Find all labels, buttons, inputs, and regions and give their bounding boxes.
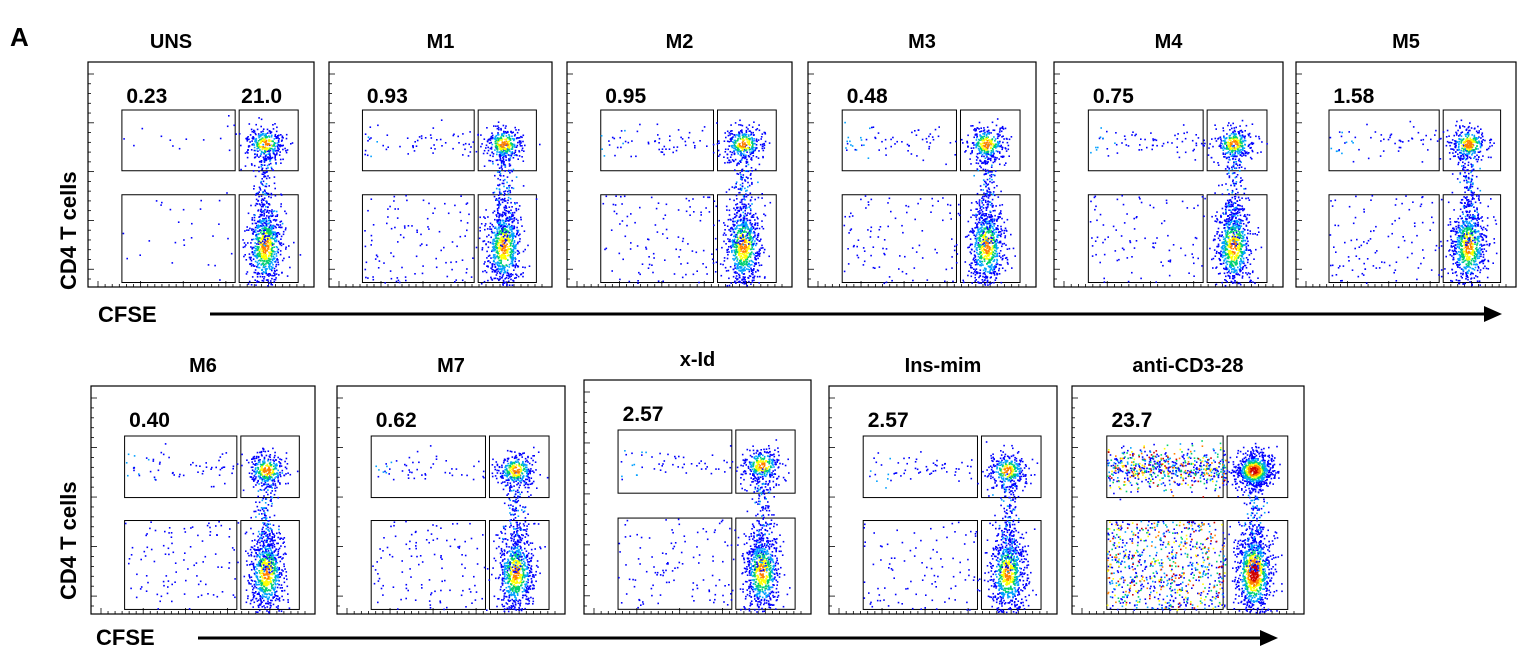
- event-dots: [1329, 119, 1498, 287]
- plot-title: M2: [666, 31, 694, 53]
- plot-7: M6 0.40: [90, 355, 316, 615]
- gate-lower-left: [361, 194, 475, 283]
- gate-value-left: 23.7: [1111, 409, 1152, 432]
- gate-upper-left: [121, 109, 236, 172]
- plot-3: M2 0.95: [566, 31, 793, 288]
- gate-value-left: 2.57: [623, 403, 664, 426]
- gate-lower-right: [1206, 194, 1268, 283]
- plot-title: anti-CD3-28: [1132, 355, 1243, 377]
- gate-value-left: 0.62: [376, 409, 417, 432]
- gate-upper-right: [959, 109, 1021, 172]
- gate-upper-right: [488, 435, 550, 499]
- gate-upper-right: [1206, 109, 1268, 172]
- gate-lower-right: [240, 520, 300, 610]
- plot-2: M1 0.93: [328, 31, 553, 288]
- plot-title: x-Id: [680, 349, 716, 371]
- gate-upper-left: [862, 435, 978, 499]
- gate-lower-left: [1087, 194, 1204, 283]
- gate-value-left: 0.40: [129, 409, 170, 432]
- gate-upper-right: [735, 429, 796, 494]
- plot-1: UNS 0.23 21.0: [87, 31, 315, 288]
- gate-lower-left: [1328, 194, 1440, 283]
- event-dots: [600, 119, 772, 287]
- gate-upper-left: [361, 109, 475, 172]
- x-axis-label-row2: CFSE: [96, 625, 155, 650]
- plot-6: M5 1.58: [1295, 31, 1517, 288]
- gate-upper-right: [477, 109, 537, 172]
- gate-upper-left: [841, 109, 957, 172]
- gate-value-left: 0.93: [367, 85, 408, 108]
- gate-lower-right: [717, 194, 777, 283]
- plot-title: M7: [437, 355, 465, 377]
- cfse-arrow-row1: [210, 306, 1502, 322]
- gate-lower-left: [617, 517, 733, 610]
- gate-lower-left: [370, 520, 486, 610]
- plot-title: UNS: [150, 31, 192, 53]
- plot-10: Ins-mim 2.57: [828, 355, 1058, 615]
- plot-9: x-Id 2.57: [583, 349, 812, 615]
- gate-lower-left: [600, 194, 714, 283]
- gate-lower-right: [477, 194, 537, 283]
- gate-upper-right: [238, 109, 299, 172]
- gate-upper-left: [1087, 109, 1204, 172]
- x-axis-label-row1: CFSE: [98, 302, 157, 327]
- gate-value-left: 0.95: [605, 85, 646, 108]
- plot-title: M3: [908, 31, 936, 53]
- gate-value-left: 0.75: [1093, 85, 1134, 108]
- gate-value-right: 21.0: [241, 85, 282, 108]
- plot-title: M1: [427, 31, 455, 53]
- plot-title: Ins-mim: [905, 355, 982, 377]
- gate-lower-right: [735, 517, 796, 610]
- plot-frame: [328, 61, 553, 288]
- gate-lower-left: [121, 194, 236, 283]
- event-dots: [122, 115, 302, 287]
- gate-lower-left: [124, 520, 238, 610]
- event-dots: [618, 439, 791, 613]
- plot-title: M6: [189, 355, 217, 377]
- gate-value-left: 0.23: [126, 85, 167, 108]
- plot-5: M4 0.75: [1053, 31, 1284, 288]
- gate-value-left: 2.57: [868, 409, 909, 432]
- gate-lower-left: [862, 520, 978, 610]
- gate-upper-left: [600, 109, 714, 172]
- plot-4: M3 0.48: [807, 31, 1037, 288]
- panel-letter: A: [10, 22, 29, 52]
- plot-frame: [807, 61, 1037, 288]
- y-axis-label-row1: CD4 T cells: [56, 171, 81, 290]
- gate-upper-left: [370, 435, 486, 499]
- plot-frame: [583, 379, 812, 615]
- plot-frame: [87, 61, 315, 288]
- event-dots: [1106, 440, 1283, 614]
- plot-title: M4: [1155, 31, 1184, 53]
- event-dots: [364, 119, 541, 287]
- gate-value-left: 1.58: [1333, 85, 1374, 108]
- plot-8: M7 0.62: [336, 355, 566, 615]
- event-dots: [863, 441, 1039, 614]
- plot-11: anti-CD3-28 23.7: [1071, 355, 1305, 615]
- event-dots: [843, 118, 1016, 286]
- gate-value-left: 0.48: [847, 85, 888, 108]
- gate-lower-right: [1442, 194, 1502, 283]
- event-dots: [1089, 119, 1268, 287]
- gate-upper-left: [1328, 109, 1440, 172]
- plot-title: M5: [1392, 31, 1420, 53]
- cfse-arrow-row2: [198, 630, 1278, 646]
- y-axis-label-row2: CD4 T cells: [56, 481, 81, 600]
- gate-lower-left: [841, 194, 957, 283]
- gate-upper-left: [124, 435, 238, 499]
- event-dots: [372, 445, 549, 613]
- plot-frame: [1295, 61, 1517, 288]
- event-dots: [124, 443, 299, 614]
- gate-upper-right: [980, 435, 1042, 499]
